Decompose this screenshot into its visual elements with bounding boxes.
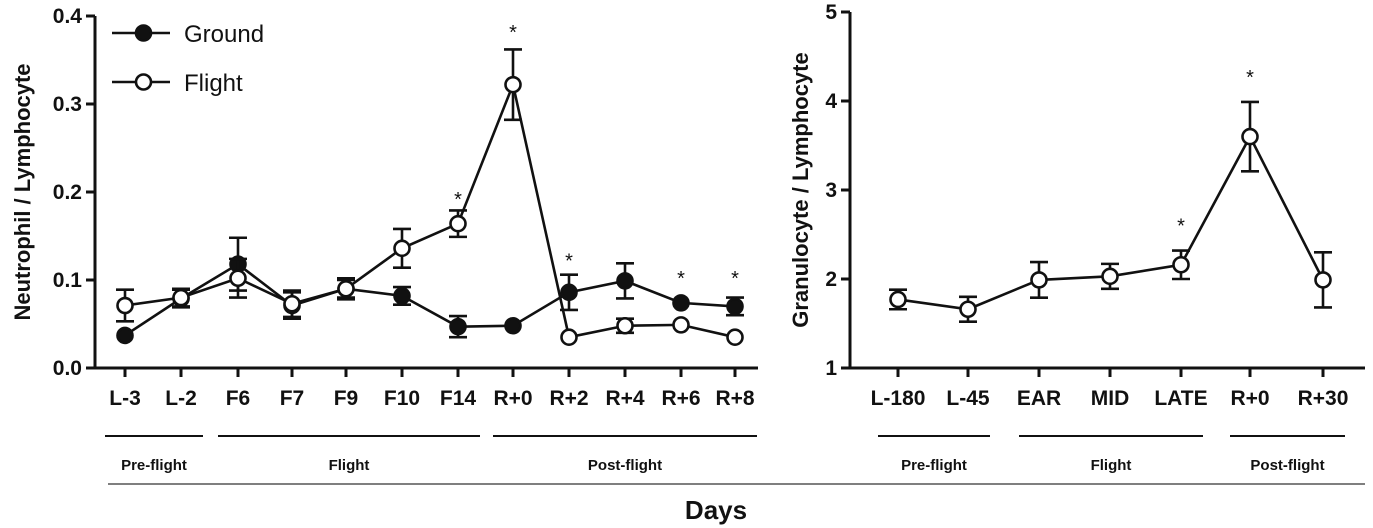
data-point — [726, 328, 744, 347]
x-tick-label: L-45 — [946, 387, 990, 410]
data-point — [560, 328, 578, 347]
y-tick-label: 0.0 — [53, 357, 82, 380]
data-point — [1314, 271, 1332, 289]
significance-star: * — [677, 268, 685, 290]
data-point — [504, 75, 522, 94]
data-point — [616, 272, 634, 290]
y-tick-label: 5 — [825, 1, 837, 24]
phase-label: Pre-flight — [901, 457, 967, 474]
y-axis-title: Neutrophil / Lymphocyte — [10, 63, 35, 320]
phase-label: Post-flight — [1250, 457, 1324, 474]
x-tick-label: R+4 — [605, 387, 644, 410]
legend-marker — [134, 73, 153, 91]
x-tick-label: R+30 — [1298, 387, 1349, 410]
data-point — [1172, 255, 1190, 274]
data-point — [116, 326, 134, 345]
data-point — [672, 316, 690, 334]
phase-label: Flight — [1091, 457, 1132, 474]
significance-star: * — [1246, 67, 1254, 89]
data-point — [116, 296, 134, 315]
x-tick-label: F14 — [440, 387, 477, 410]
data-point — [449, 214, 467, 233]
series-line-flight — [124, 80, 736, 339]
significance-star: * — [731, 268, 739, 290]
y-tick-label: 0.2 — [53, 181, 82, 204]
x-tick-label: F9 — [334, 387, 359, 410]
x-tick-label: MID — [1091, 387, 1130, 410]
x-tick-label: F10 — [384, 387, 420, 410]
phase-label: Pre-flight — [121, 457, 187, 474]
legend-marker — [134, 24, 153, 42]
x-tick-label: R+0 — [493, 387, 532, 410]
significance-star: * — [1177, 215, 1185, 237]
data-point — [560, 283, 578, 302]
series-line-ground — [124, 262, 736, 337]
legend-label: Ground — [184, 21, 264, 48]
data-point — [449, 317, 467, 336]
y-axis-title: Granulocyte / Lymphocyte — [788, 52, 813, 327]
panel-neutrophil-lymphocyte: 0.0 0.1 0.2 0.3 0.4 Neutrophil / Lymphocyte L-… — [10, 5, 758, 474]
phase-label: Post-flight — [588, 457, 662, 474]
x-tick-label: R+6 — [661, 387, 700, 410]
phase-label: Flight — [329, 457, 370, 474]
data-point — [283, 294, 301, 313]
data-point — [504, 316, 522, 335]
data-point — [1241, 127, 1259, 146]
significance-star: * — [565, 251, 573, 273]
x-tick-label: EAR — [1017, 387, 1061, 410]
x-axis-title: Days — [685, 495, 747, 525]
data-point — [172, 288, 190, 307]
x-tick-label: L-3 — [109, 387, 141, 410]
x-tick-label: F7 — [280, 387, 305, 410]
y-tick-label: 0.4 — [53, 5, 83, 28]
x-tick-label: LATE — [1154, 387, 1207, 410]
data-point — [1030, 271, 1048, 289]
significance-star: * — [454, 189, 462, 211]
significance-star: * — [509, 22, 517, 44]
y-tick-label: 1 — [825, 357, 837, 380]
x-tick-label: R+8 — [715, 387, 754, 410]
x-tick-label: L-2 — [165, 387, 197, 410]
data-point — [1101, 267, 1119, 286]
y-tick-label: 4 — [825, 90, 837, 113]
y-tick-label: 0.1 — [53, 269, 83, 292]
data-point — [229, 269, 247, 288]
data-point — [726, 297, 744, 316]
data-point — [337, 279, 355, 298]
data-point — [959, 300, 977, 319]
data-point — [672, 294, 690, 312]
data-point — [889, 290, 907, 309]
x-tick-label: L-180 — [871, 387, 926, 410]
legend-label: Flight — [184, 70, 243, 97]
x-tick-label: R+2 — [549, 387, 588, 410]
data-point — [393, 239, 411, 258]
y-tick-label: 2 — [825, 268, 837, 291]
x-tick-label: R+0 — [1230, 387, 1269, 410]
x-tick-label: F6 — [226, 387, 251, 410]
data-point — [616, 316, 634, 335]
y-tick-label: 0.3 — [53, 93, 82, 116]
panel-granulocyte-lymphocyte: 1 2 3 4 5 Granulocyte / Lymphocyte L-180 L-45 EA… — [788, 1, 1365, 474]
data-point — [393, 287, 411, 305]
y-tick-label: 3 — [825, 179, 837, 202]
